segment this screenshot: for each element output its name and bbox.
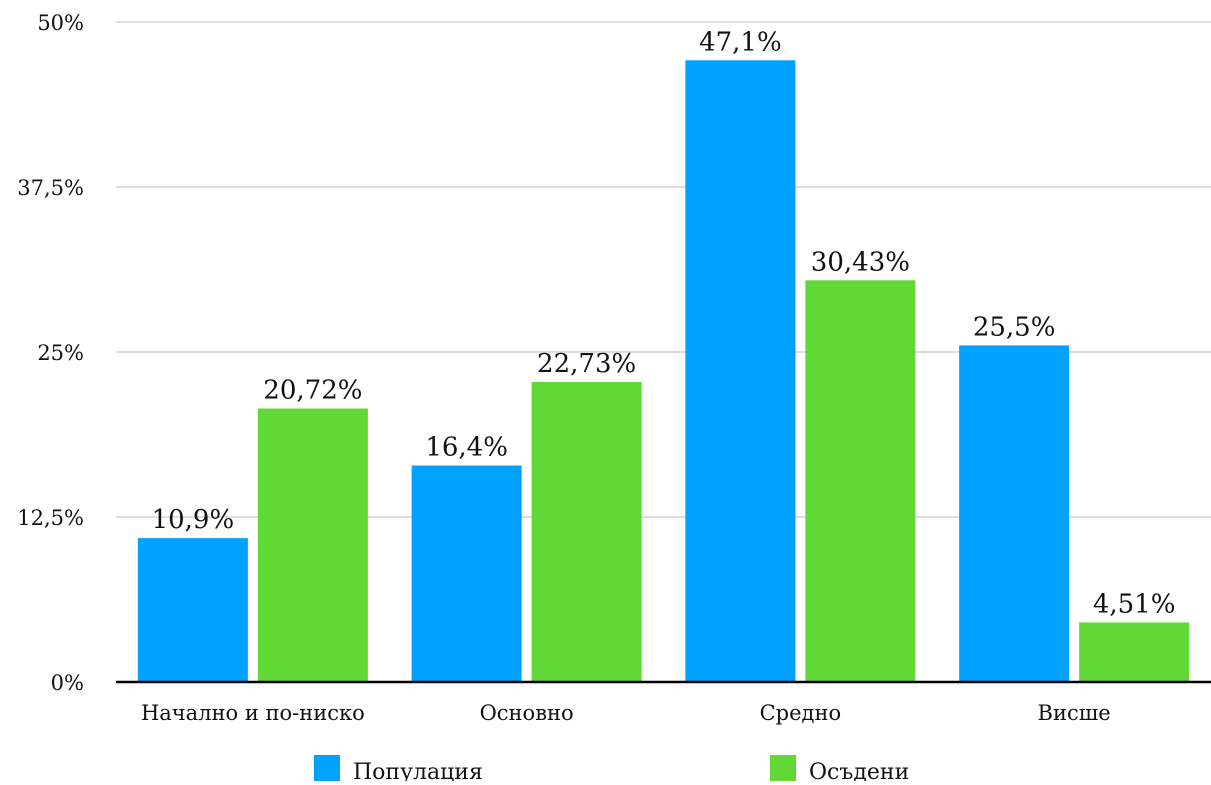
- bar-convicted: [805, 280, 916, 682]
- y-axis-tick-labels: 0% 12,5% 25% 37,5% 50%: [17, 11, 84, 695]
- bar-convicted: [531, 381, 642, 682]
- legend: Популация Осъдени: [314, 755, 909, 785]
- data-label: 4,51%: [1093, 589, 1176, 619]
- y-tick-label: 25%: [37, 341, 84, 365]
- data-label: 47,1%: [699, 27, 782, 57]
- x-axis-tick-labels: Начално и по-ниско Основно Средно Висше: [141, 701, 1111, 725]
- data-label: 16,4%: [425, 433, 508, 463]
- bar-population: [685, 60, 796, 682]
- y-tick-label: 37,5%: [17, 176, 84, 200]
- bar-population: [411, 465, 522, 682]
- x-tick-label: Начално и по-ниско: [141, 701, 365, 725]
- data-label: 10,9%: [152, 505, 235, 535]
- legend-label: Осъдени: [809, 760, 909, 781]
- bar-population: [137, 538, 248, 682]
- y-tick-label: 50%: [37, 11, 84, 35]
- data-label: 30,43%: [811, 247, 910, 277]
- bar-population: [959, 345, 1070, 682]
- legend-label: Популация: [353, 760, 483, 781]
- bar-convicted: [1079, 622, 1190, 682]
- legend-swatch: [314, 755, 340, 781]
- data-label: 20,72%: [263, 375, 362, 405]
- data-label: 25,5%: [973, 312, 1056, 342]
- x-tick-label: Висше: [1038, 701, 1111, 725]
- bar-convicted: [257, 408, 368, 682]
- y-tick-label: 12,5%: [17, 506, 84, 530]
- x-tick-label: Средно: [760, 701, 842, 725]
- data-label: 22,73%: [537, 349, 636, 379]
- data-labels: 10,9% 20,72% 16,4% 22,73% 47,1% 30,43% 25,5% 4,…: [152, 27, 1176, 619]
- x-tick-label: Основно: [480, 701, 574, 725]
- bars: [137, 60, 1190, 682]
- y-tick-label: 0%: [51, 671, 84, 695]
- legend-swatch: [770, 755, 796, 781]
